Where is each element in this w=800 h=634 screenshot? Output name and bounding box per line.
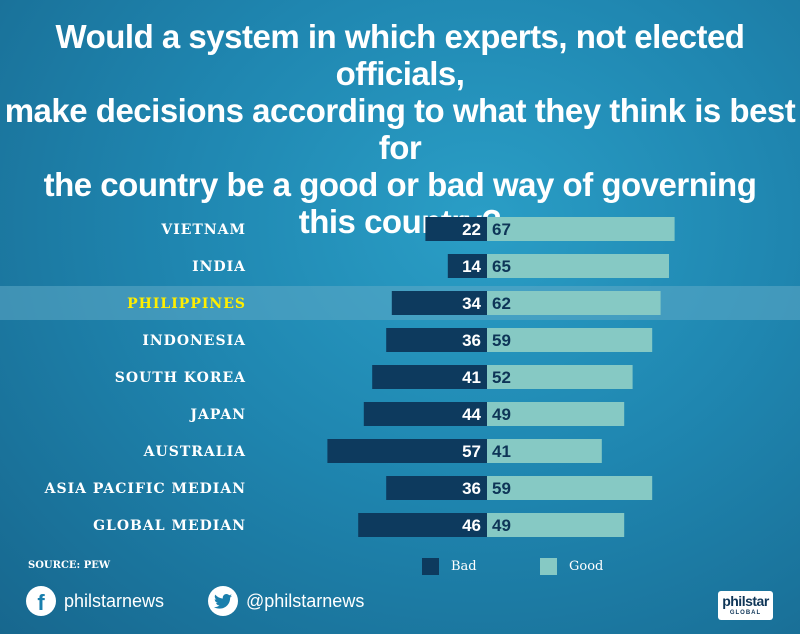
legend-bad: Bad xyxy=(422,558,477,575)
category-label-philippines: PHILIPPINES xyxy=(127,296,246,312)
value-good-south-korea: 52 xyxy=(492,368,511,387)
bar-good-philippines xyxy=(487,291,661,315)
diverging-bar-chart: VIETNAM 22 67 INDIA 14 65 PHILIPPINES 34 62 INDON… xyxy=(0,217,800,537)
bar-good-india xyxy=(487,254,669,278)
title-line-1: Would a system in which experts, not ele… xyxy=(55,18,745,92)
category-label-global-median: GLOBAL MEDIAN xyxy=(93,518,246,534)
legend-label-good: Good xyxy=(569,559,604,574)
bar-bad-asia-pacific-median xyxy=(386,476,487,500)
category-label-japan: JAPAN xyxy=(188,407,246,423)
value-good-india: 65 xyxy=(492,257,511,276)
value-bad-philippines: 34 xyxy=(462,294,481,313)
twitter-icon xyxy=(208,586,238,616)
category-label-vietnam: VIETNAM xyxy=(160,222,246,238)
value-bad-indonesia: 36 xyxy=(462,331,481,350)
category-label-india: INDIA xyxy=(192,259,246,275)
logo-main-text: philstar xyxy=(722,593,769,609)
facebook-icon: f xyxy=(26,586,56,616)
bar-good-australia xyxy=(487,439,602,463)
bar-good-south-korea xyxy=(487,365,633,389)
category-label-australia: AUSTRALIA xyxy=(143,444,246,460)
value-good-asia-pacific-median: 59 xyxy=(492,479,511,498)
value-good-australia: 41 xyxy=(492,442,511,461)
value-bad-india: 14 xyxy=(462,257,481,276)
source-note: SOURCE: PEW xyxy=(28,560,111,571)
title-line-3: the country be a good or bad way of gove… xyxy=(43,166,757,203)
value-bad-australia: 57 xyxy=(462,442,481,461)
bar-good-vietnam xyxy=(487,217,675,241)
value-good-vietnam: 67 xyxy=(492,220,511,239)
philstar-logo: philstar GLOBAL xyxy=(718,591,773,620)
facebook-link[interactable]: f philstarnews xyxy=(26,586,164,616)
category-label-south-korea: SOUTH KOREA xyxy=(115,370,246,386)
bar-good-indonesia xyxy=(487,328,653,352)
value-bad-south-korea: 41 xyxy=(462,368,481,387)
twitter-handle: @philstarnews xyxy=(246,590,365,611)
legend-label-bad: Bad xyxy=(451,559,477,574)
bar-good-asia-pacific-median xyxy=(487,476,653,500)
value-bad-vietnam: 22 xyxy=(462,220,481,239)
logo-sub-text: GLOBAL xyxy=(729,610,762,616)
legend-good: Good xyxy=(540,558,603,575)
bar-bad-japan xyxy=(363,402,487,426)
value-good-global-median: 49 xyxy=(492,516,511,535)
bar-good-japan xyxy=(487,402,625,426)
bar-bad-vietnam xyxy=(425,217,487,241)
category-label-indonesia: INDONESIA xyxy=(142,333,246,349)
value-good-philippines: 62 xyxy=(492,294,511,313)
bar-bad-south-korea xyxy=(372,365,487,389)
legend-swatch-good xyxy=(540,558,557,575)
facebook-handle: philstarnews xyxy=(64,590,165,611)
bar-bad-philippines xyxy=(391,291,487,315)
twitter-bird-icon xyxy=(214,593,232,609)
bar-bad-india xyxy=(447,254,487,278)
value-bad-asia-pacific-median: 36 xyxy=(462,479,481,498)
bar-bad-australia xyxy=(327,439,487,463)
bar-bad-indonesia xyxy=(386,328,487,352)
value-bad-japan: 44 xyxy=(462,405,481,424)
value-bad-global-median: 46 xyxy=(462,516,481,535)
legend-swatch-bad xyxy=(422,558,439,575)
bar-good-global-median xyxy=(487,513,625,537)
title-line-2: make decisions according to what they th… xyxy=(4,92,796,166)
value-good-indonesia: 59 xyxy=(492,331,511,350)
bar-bad-global-median xyxy=(358,513,487,537)
category-label-asia-pacific-median: ASIA PACIFIC MEDIAN xyxy=(44,481,246,497)
twitter-link[interactable]: @philstarnews xyxy=(208,586,364,616)
value-good-japan: 49 xyxy=(492,405,511,424)
